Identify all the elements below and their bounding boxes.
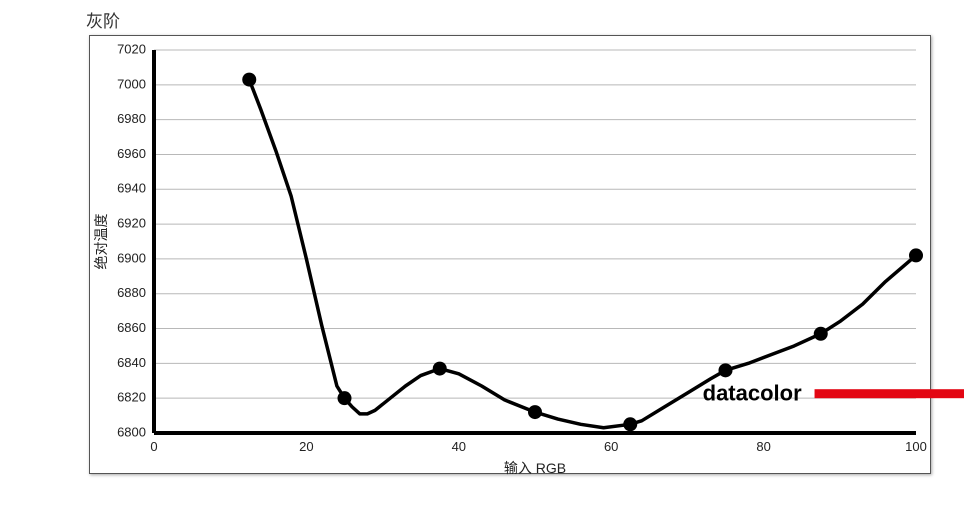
svg-text:40: 40 <box>452 439 466 454</box>
svg-text:80: 80 <box>756 439 770 454</box>
chart-plot-area: 6800682068406860688069006920694069606980… <box>154 50 916 433</box>
svg-text:60: 60 <box>604 439 618 454</box>
svg-text:6800: 6800 <box>117 424 146 439</box>
svg-text:7000: 7000 <box>117 76 146 91</box>
svg-text:7020: 7020 <box>117 41 146 56</box>
chart-title: 灰阶 <box>86 7 120 32</box>
svg-text:6940: 6940 <box>117 181 146 196</box>
svg-text:绝对温度: 绝对温度 <box>93 214 109 270</box>
svg-text:6820: 6820 <box>117 390 146 405</box>
svg-text:6840: 6840 <box>117 355 146 370</box>
svg-text:6960: 6960 <box>117 146 146 161</box>
svg-text:20: 20 <box>299 439 313 454</box>
svg-text:100: 100 <box>905 439 927 454</box>
svg-text:datacolor: datacolor <box>703 381 802 406</box>
svg-text:6920: 6920 <box>117 216 146 231</box>
svg-text:输入 RGB: 输入 RGB <box>504 460 566 476</box>
svg-text:6860: 6860 <box>117 320 146 335</box>
page-root: 灰阶 6800 6820 6840 6860 6880 6900 6920 6940 6960 6… <box>0 0 964 508</box>
svg-text:6900: 6900 <box>117 250 146 265</box>
svg-text:6880: 6880 <box>117 285 146 300</box>
svg-text:0: 0 <box>150 439 157 454</box>
chart-panel: 6800 6820 6840 6860 6880 6900 6920 6940 6960 6980… <box>89 35 931 474</box>
svg-text:6980: 6980 <box>117 111 146 126</box>
